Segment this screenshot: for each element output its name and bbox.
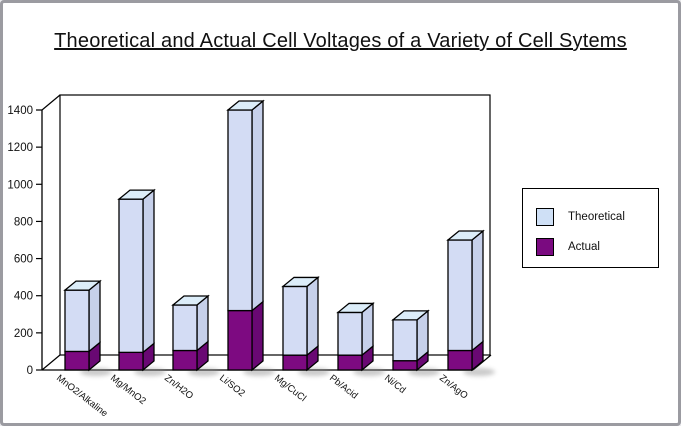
bar-actual-7	[447, 349, 473, 371]
bar-chart: 0200400600800100012001400MnO2/AlkalineMg…	[7, 94, 495, 420]
y-tick-label: 1200	[7, 142, 33, 154]
bar-top-3	[226, 100, 265, 111]
x-axis-label-5: Pb/Acid	[327, 373, 360, 402]
bar-actual-1	[118, 351, 144, 371]
bar-theoretical-2	[172, 304, 198, 352]
chart-title: Theoretical and Actual Cell Voltages of …	[54, 30, 627, 52]
bar-top-5	[336, 302, 375, 314]
bar-actual-6	[392, 360, 418, 371]
x-axis-label-3: Li/SO2	[217, 373, 247, 400]
bar-theoretical-side-0	[88, 279, 101, 353]
bar-top-0	[63, 280, 102, 291]
bar-top-1	[117, 189, 156, 200]
x-axis-label-2: Zn/H2O	[162, 373, 195, 402]
bar-theoretical-side-3	[251, 99, 264, 312]
legend-item-actual: Actual	[536, 232, 658, 262]
y-tick-label: 200	[14, 328, 33, 340]
x-axis-label-1: Mg/MnO2	[108, 373, 148, 407]
bar-theoretical-4	[282, 285, 308, 356]
y-tick-label: 0	[27, 365, 33, 377]
axis-bottom-depth-line	[41, 354, 61, 371]
actual-swatch-icon	[536, 238, 554, 256]
bar-actual-0	[64, 350, 90, 371]
y-tick-label: 600	[14, 254, 33, 266]
bar-actual-4	[282, 354, 308, 371]
bar-theoretical-6	[392, 319, 418, 362]
legend-label-theoretical: Theoretical	[568, 211, 625, 223]
bar-theoretical-1	[118, 198, 144, 354]
bar-theoretical-side-1	[142, 188, 155, 354]
y-tick-label: 1400	[7, 105, 33, 117]
x-axis-label-6: Ni/Cd	[382, 373, 407, 396]
bar-theoretical-7	[447, 239, 473, 352]
y-tick-label: 800	[14, 216, 33, 228]
bar-theoretical-side-7	[471, 229, 484, 352]
y-tick-label: 400	[14, 291, 33, 303]
bar-top-6	[391, 310, 430, 321]
legend: Theoretical Actual	[522, 188, 659, 268]
bar-actual-2	[172, 349, 198, 371]
theoretical-swatch-icon	[536, 208, 554, 226]
bar-top-7	[446, 230, 485, 241]
legend-item-theoretical: Theoretical	[536, 202, 658, 232]
bar-actual-5	[337, 354, 363, 371]
axis-top-depth-line	[41, 94, 61, 111]
bar-actual-side-3	[251, 300, 264, 372]
x-axis-label-0: MnO2/Alkaline	[54, 373, 109, 420]
bar-top-2	[171, 295, 210, 306]
bar-top-4	[281, 276, 320, 288]
bar-theoretical-0	[64, 289, 90, 353]
y-tick-label: 1000	[7, 179, 33, 191]
x-axis-label-7: Zn/AgO	[437, 373, 470, 402]
bar-theoretical-3	[227, 109, 253, 312]
legend-label-actual: Actual	[568, 241, 600, 253]
x-axis-label-4: Mg/CuCl	[272, 373, 308, 404]
bar-theoretical-side-4	[306, 276, 319, 357]
bar-theoretical-5	[337, 311, 363, 356]
bar-actual-3	[227, 309, 253, 371]
